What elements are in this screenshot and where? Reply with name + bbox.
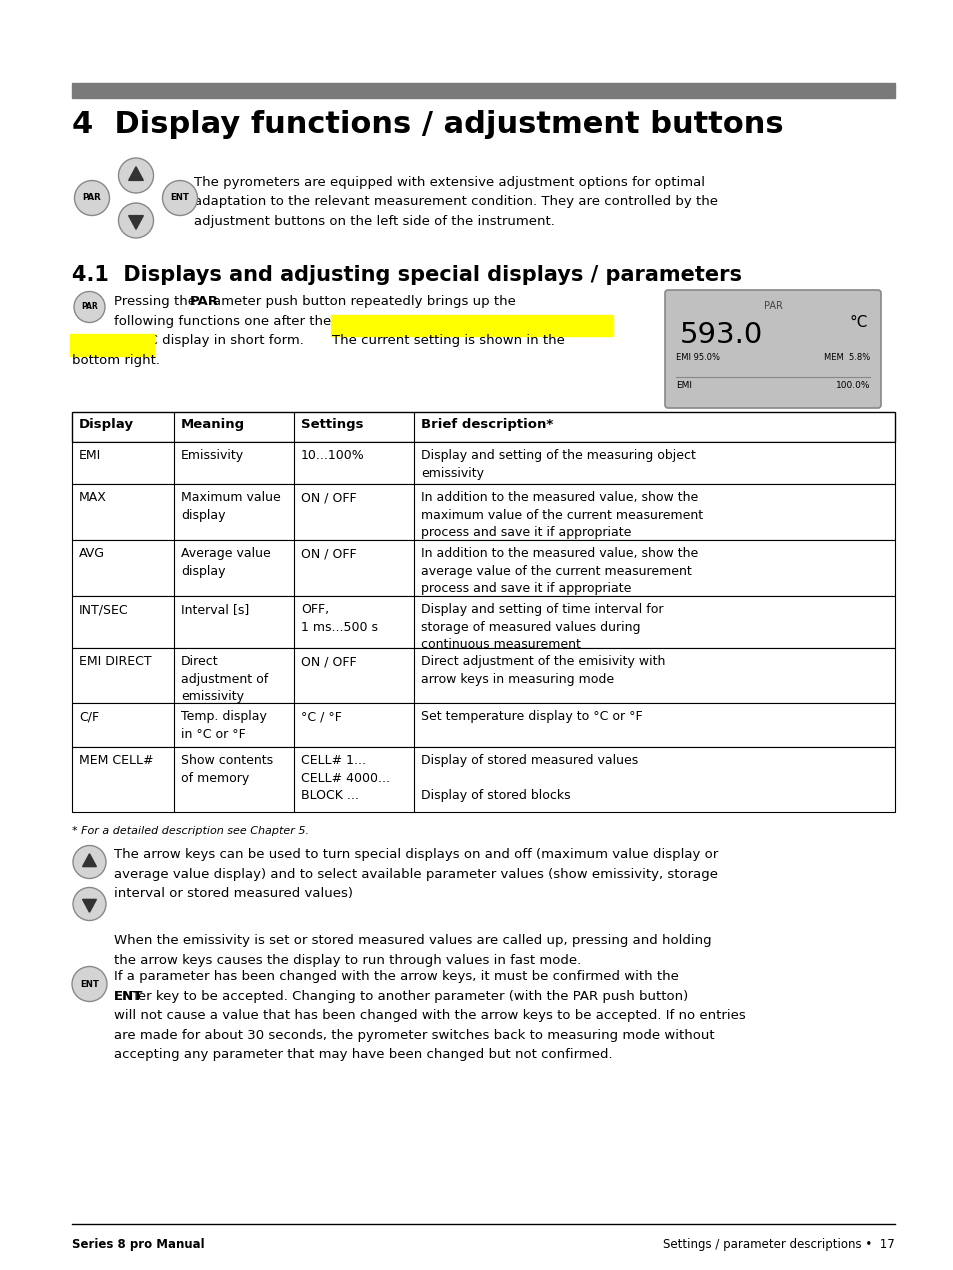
Text: 593.0: 593.0: [679, 321, 762, 349]
Text: Display and setting of the measuring object
emissivity: Display and setting of the measuring obj…: [420, 450, 695, 480]
Text: ENT: ENT: [171, 193, 190, 202]
Bar: [71, 83, 894, 98]
Text: ENTer key to be accepted. Changing to another parameter (with the PAR push butto: ENTer key to be accepted. Changing to an…: [113, 989, 687, 1002]
Bar: [71, 540, 894, 596]
Text: following functions one after the other. They appear in the bottom: following functions one after the other.…: [113, 315, 557, 328]
Text: Show contents
of memory: Show contents of memory: [181, 754, 273, 785]
Text: The arrow keys can be used to turn special displays on and off (maximum value di: The arrow keys can be used to turn speci…: [113, 848, 718, 861]
Polygon shape: [129, 216, 143, 230]
Text: bottom right.: bottom right.: [71, 353, 160, 367]
Text: When the emissivity is set or stored measured values are called up, pressing and: When the emissivity is set or stored mea…: [113, 933, 711, 947]
Polygon shape: [129, 166, 143, 180]
Text: Settings / parameter descriptions •  17: Settings / parameter descriptions • 17: [662, 1238, 894, 1251]
Bar: [330, 315, 612, 337]
Text: EMI: EMI: [79, 450, 101, 462]
Text: INT/SEC: INT/SEC: [79, 603, 129, 616]
Text: The pyrometers are equipped with extensive adjustment options for optimal: The pyrometers are equipped with extensi…: [193, 177, 704, 189]
Text: AVG: AVG: [79, 547, 105, 560]
Text: Display: Display: [79, 418, 133, 431]
Text: EMI 95.0%: EMI 95.0%: [676, 353, 720, 362]
Bar: [71, 442, 894, 484]
Circle shape: [74, 180, 110, 216]
Text: In addition to the measured value, show the
average value of the current measure: In addition to the measured value, show …: [420, 547, 698, 596]
Text: accepting any parameter that may have been changed but not confirmed.: accepting any parameter that may have be…: [113, 1048, 612, 1060]
Text: interval or stored measured values): interval or stored measured values): [113, 886, 353, 900]
Text: CELL# 1...
CELL# 4000...
BLOCK ...: CELL# 1... CELL# 4000... BLOCK ...: [301, 754, 390, 801]
Text: 4  Display functions / adjustment buttons: 4 Display functions / adjustment buttons: [71, 110, 782, 138]
Text: PAR: PAR: [83, 193, 101, 202]
Text: ON / OFF: ON / OFF: [301, 547, 356, 560]
Circle shape: [118, 157, 153, 193]
Text: ON / OFF: ON / OFF: [301, 655, 356, 668]
Text: Maximum value
display: Maximum value display: [181, 491, 280, 522]
Text: EMI: EMI: [676, 381, 691, 390]
Text: Emissivity: Emissivity: [181, 450, 244, 462]
Bar: [71, 747, 894, 812]
Text: Direct
adjustment of
emissivity: Direct adjustment of emissivity: [181, 655, 268, 704]
Bar: [71, 484, 894, 540]
Text: ameter push button repeatedly brings up the: ameter push button repeatedly brings up …: [213, 295, 516, 309]
Text: 10...100%: 10...100%: [301, 450, 364, 462]
Text: PAR: PAR: [762, 301, 781, 311]
Text: Direct adjustment of the emisivity with
arrow keys in measuring mode: Direct adjustment of the emisivity with …: [420, 655, 664, 686]
Text: 4.1  Displays and adjusting special displays / parameters: 4.1 Displays and adjusting special displ…: [71, 265, 741, 284]
Text: In addition to the measured value, show the
maximum value of the current measure: In addition to the measured value, show …: [420, 491, 702, 538]
FancyBboxPatch shape: [664, 290, 880, 408]
Text: PAR: PAR: [190, 295, 218, 309]
Text: Set temperature display to °C or °F: Set temperature display to °C or °F: [420, 710, 642, 723]
Circle shape: [162, 180, 197, 216]
Text: ENT: ENT: [80, 979, 99, 988]
Text: Settings: Settings: [301, 418, 363, 431]
Text: the arrow keys causes the display to run through values in fast mode.: the arrow keys causes the display to run…: [113, 954, 580, 966]
Text: adjustment buttons on the left side of the instrument.: adjustment buttons on the left side of t…: [193, 215, 555, 229]
Text: MEM  5.8%: MEM 5.8%: [822, 353, 869, 362]
Text: PAR: PAR: [81, 302, 98, 311]
Text: Meaning: Meaning: [181, 418, 245, 431]
Text: ON / OFF: ON / OFF: [301, 491, 356, 504]
Text: If a parameter has been changed with the arrow keys, it must be confirmed with t: If a parameter has been changed with the…: [113, 970, 679, 983]
Polygon shape: [83, 899, 96, 912]
Bar: [70, 334, 153, 356]
Text: ENT: ENT: [113, 989, 143, 1002]
Text: Display of stored measured values

Display of stored blocks: Display of stored measured values Displa…: [420, 754, 638, 801]
Text: average value display) and to select available parameter values (show emissivity: average value display) and to select ava…: [113, 867, 718, 880]
Bar: [71, 648, 894, 704]
Circle shape: [118, 203, 153, 237]
Text: Series 8 pro Manual: Series 8 pro Manual: [71, 1238, 204, 1251]
Text: Pressing the: Pressing the: [113, 295, 200, 309]
Bar: [71, 704, 894, 747]
Circle shape: [73, 888, 106, 921]
Text: will not cause a value that has been changed with the arrow keys to be accepted.: will not cause a value that has been cha…: [113, 1008, 745, 1022]
Text: * For a detailed description see Chapter 5.: * For a detailed description see Chapter…: [71, 826, 309, 836]
Text: adaptation to the relevant measurement condition. They are controlled by the: adaptation to the relevant measurement c…: [193, 196, 718, 208]
Text: °C: °C: [849, 315, 867, 330]
Text: MAX: MAX: [79, 491, 107, 504]
Text: are made for about 30 seconds, the pyrometer switches back to measuring mode wit: are made for about 30 seconds, the pyrom…: [113, 1029, 714, 1041]
Bar: [71, 596, 894, 648]
Circle shape: [73, 846, 106, 879]
Text: Average value
display: Average value display: [181, 547, 271, 578]
Text: OFF,
1 ms...500 s: OFF, 1 ms...500 s: [301, 603, 377, 634]
Bar: [71, 411, 894, 442]
Text: MEM CELL#: MEM CELL#: [79, 754, 153, 767]
Circle shape: [71, 966, 107, 1002]
Text: EMI DIRECT: EMI DIRECT: [79, 655, 152, 668]
Text: left of the LC display in short form.: left of the LC display in short form.: [71, 334, 308, 347]
Text: C/F: C/F: [79, 710, 99, 723]
Circle shape: [74, 292, 105, 323]
Text: °C / °F: °C / °F: [301, 710, 341, 723]
Polygon shape: [83, 853, 96, 866]
Text: Display and setting of time interval for
storage of measured values during
conti: Display and setting of time interval for…: [420, 603, 662, 652]
Text: Temp. display
in °C or °F: Temp. display in °C or °F: [181, 710, 267, 740]
Text: 100.0%: 100.0%: [835, 381, 869, 390]
Text: Interval [s]: Interval [s]: [181, 603, 249, 616]
Text: Brief description*: Brief description*: [420, 418, 553, 431]
Text: The current setting is shown in the: The current setting is shown in the: [333, 334, 565, 347]
